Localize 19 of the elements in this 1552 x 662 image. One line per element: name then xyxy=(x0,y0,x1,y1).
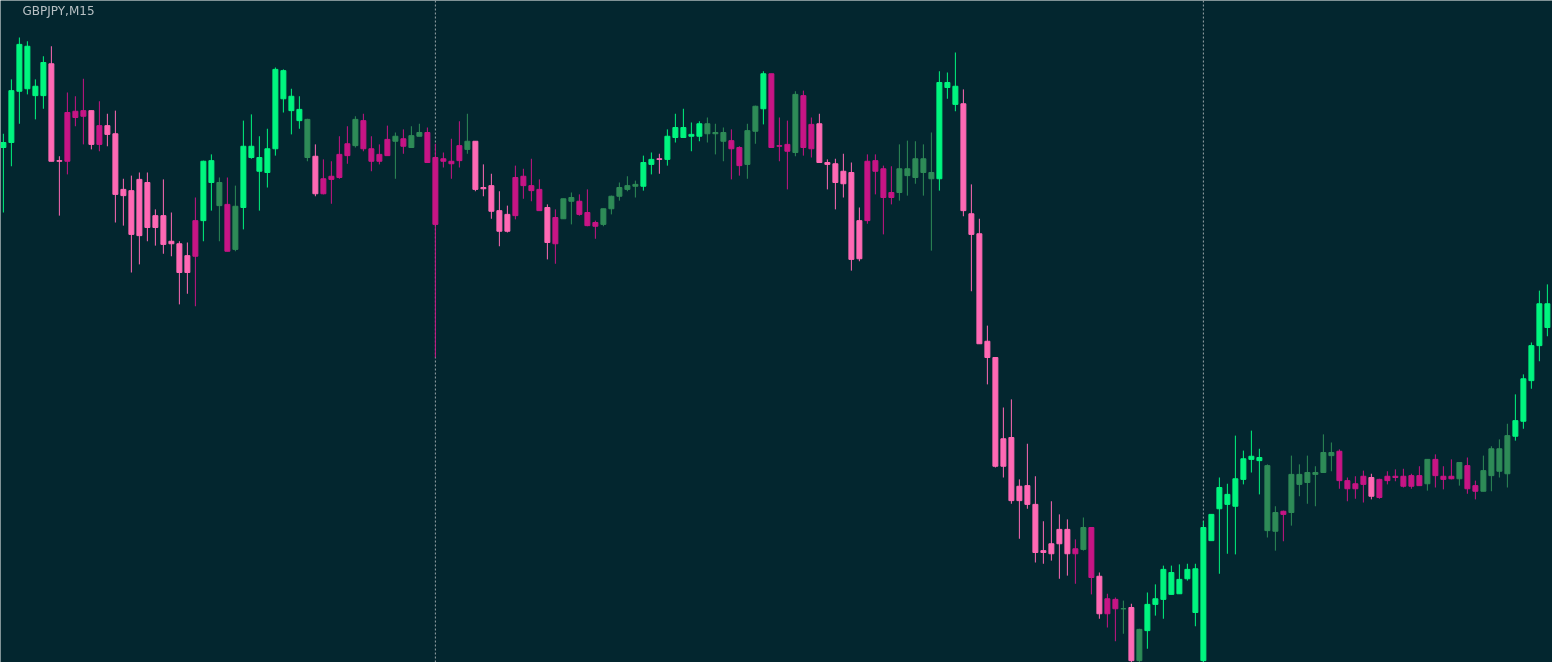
candlestick xyxy=(408,125,415,148)
candlestick xyxy=(400,128,407,155)
candlestick xyxy=(1280,510,1287,542)
candlestick xyxy=(656,153,663,175)
candlestick xyxy=(1072,538,1079,585)
candlestick xyxy=(216,177,223,242)
candlestick xyxy=(1368,473,1375,500)
candlestick xyxy=(1456,462,1463,487)
candlestick xyxy=(392,132,399,180)
candlestick xyxy=(96,100,103,152)
candlestick xyxy=(464,113,471,155)
candlestick xyxy=(448,138,455,180)
candlestick xyxy=(1080,517,1087,552)
candlestick xyxy=(1432,453,1439,488)
candlestick xyxy=(1512,393,1519,442)
chart-title: GBPJPY,M15 xyxy=(22,3,95,18)
candlestick xyxy=(456,120,463,168)
candlestick xyxy=(784,120,791,190)
candlestick xyxy=(0,133,7,213)
